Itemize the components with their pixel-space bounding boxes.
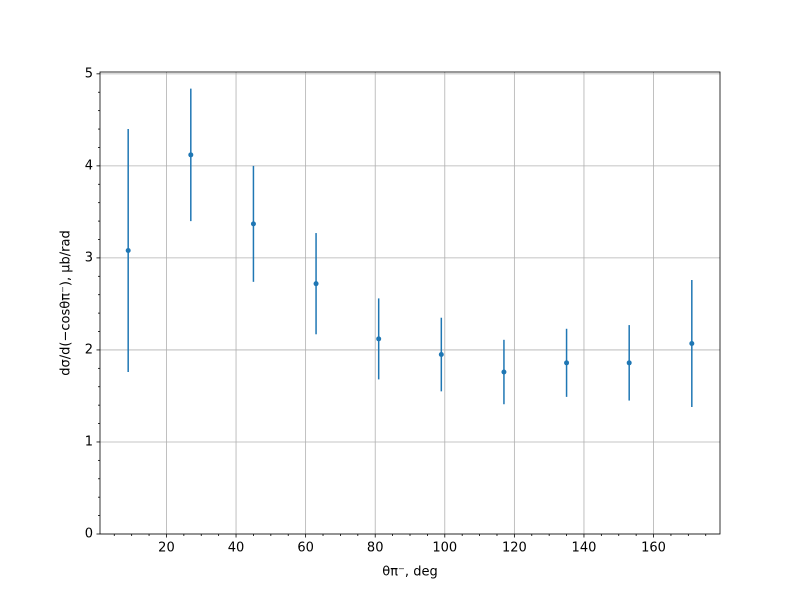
y-tick-label: 1 xyxy=(85,434,93,449)
x-axis-label: θπ⁻, deg xyxy=(382,565,437,580)
y-axis-label: dσ/d(−cosθπ⁻), μb/rad xyxy=(59,230,74,375)
y-tick-label: 0 xyxy=(85,527,93,542)
x-tick-label: 20 xyxy=(158,541,175,556)
data-point xyxy=(125,248,131,254)
x-tick-label: 80 xyxy=(367,541,384,556)
y-tick-label: 3 xyxy=(85,250,93,265)
data-point xyxy=(564,360,570,366)
plot-frame xyxy=(99,71,721,535)
data-point xyxy=(376,336,382,342)
x-tick-label: 120 xyxy=(502,541,527,556)
x-tick-label: 40 xyxy=(228,541,245,556)
y-tick-label: 2 xyxy=(85,342,93,357)
data-point xyxy=(626,360,632,366)
x-tick-label: 100 xyxy=(432,541,457,556)
data-point xyxy=(188,152,194,158)
y-tick-label: 5 xyxy=(85,66,93,81)
data-point xyxy=(501,369,507,375)
data-point xyxy=(438,352,444,358)
data-point xyxy=(689,340,695,346)
x-tick-label: 160 xyxy=(641,541,666,556)
y-tick-label: 4 xyxy=(85,158,93,173)
data-point xyxy=(313,281,319,287)
x-tick-label: 60 xyxy=(297,541,314,556)
data-point xyxy=(250,221,256,227)
x-tick-label: 140 xyxy=(572,541,597,556)
